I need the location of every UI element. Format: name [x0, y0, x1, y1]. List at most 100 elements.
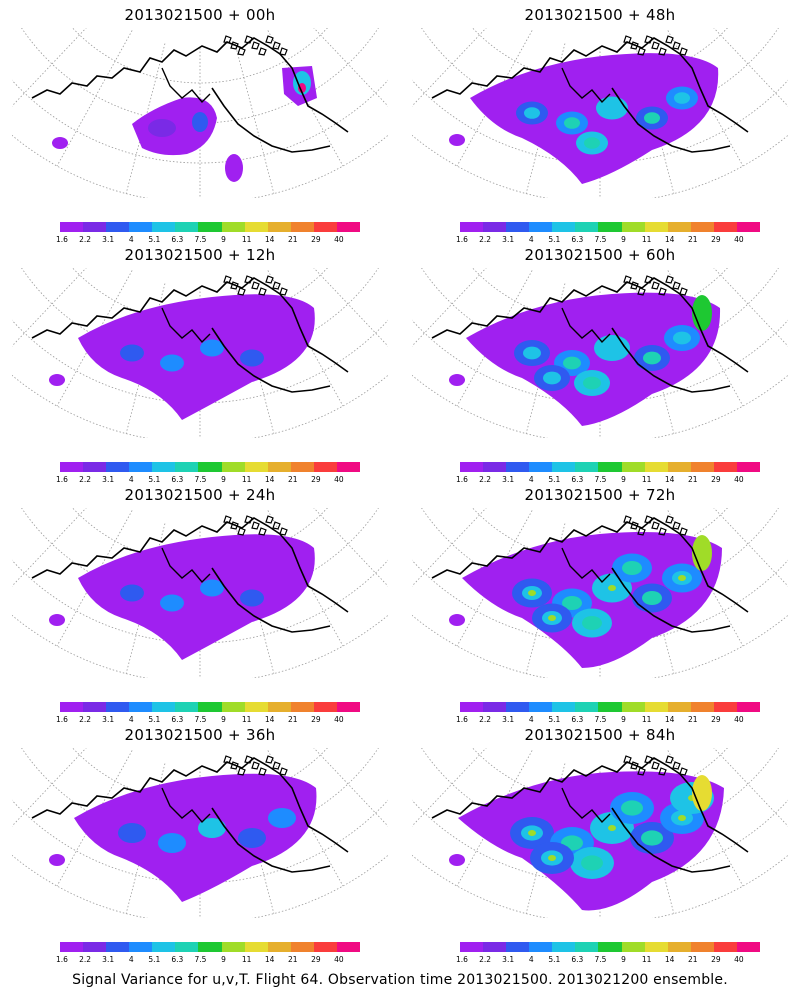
colorbar-tick-label: 9	[221, 475, 226, 484]
colorbar-tick-label: 40	[334, 955, 344, 964]
colorbar-tick-label: 5.1	[148, 475, 161, 484]
colorbar-tick-label: 7.5	[194, 475, 207, 484]
colorbar-cell	[575, 702, 599, 712]
colorbar-tick-label: 14	[664, 475, 675, 484]
colorbar-cell	[460, 942, 484, 952]
colorbar-cell	[644, 942, 668, 952]
colorbar-cell	[175, 462, 199, 472]
colorbar-tick-label: 9	[621, 955, 626, 964]
colorbar-tick-label: 29	[311, 955, 321, 964]
colorbar-cell	[713, 942, 737, 952]
colorbar-tick-label: 9	[621, 715, 626, 724]
colorbar-cell	[106, 942, 130, 952]
map-panel-p12: 2013021500 + 12h 1.6 2.2 3.1 4 5.1 6.3 7.5 9 11 14…	[0, 240, 400, 484]
colorbar-tick-label: 6.3	[171, 715, 184, 724]
colorbar-cell	[483, 702, 507, 712]
colorbar-tick-label: 3.1	[102, 475, 115, 484]
colorbar	[460, 702, 761, 712]
colorbar-cell	[667, 462, 691, 472]
colorbar-tick-label: 3.1	[502, 715, 515, 724]
colorbar-cell	[336, 462, 361, 472]
colorbar-cell	[244, 462, 268, 472]
forecast-map	[412, 748, 788, 918]
map-panel-p36: 2013021500 + 36h 1.6 2.2 3.1 4 5.1 6.3 7.5 9 11 14…	[0, 720, 400, 964]
colorbar-cell	[175, 702, 199, 712]
colorbar-tick-label: 9	[621, 475, 626, 484]
colorbar-tick-label: 21	[287, 715, 298, 724]
colorbar-ticks: 1.6 2.2 3.1 4 5.1 6.3 7.5 9 11 14 21 29 40	[56, 715, 360, 725]
colorbar-tick-label: 29	[711, 475, 721, 484]
colorbar-tick-label: 3.1	[102, 955, 115, 964]
colorbar-ticks: 1.6 2.2 3.1 4 5.1 6.3 7.5 9 11 14 21 29 40	[56, 475, 360, 485]
colorbar-tick-label: 2.2	[79, 235, 92, 244]
variance-field	[49, 534, 315, 660]
colorbar-cell	[129, 222, 153, 232]
colorbar-tick-label: 6.3	[571, 475, 584, 484]
colorbar-tick-label: 29	[311, 475, 321, 484]
variance-field	[49, 773, 317, 902]
colorbar-tick-label: 21	[287, 475, 298, 484]
colorbar-cell	[313, 942, 337, 952]
colorbar-ticks: 1.6 2.2 3.1 4 5.1 6.3 7.5 9 11 14 21 29 40	[456, 715, 760, 725]
colorbar-tick-label: 6.3	[571, 235, 584, 244]
colorbar-tick-label: 40	[334, 475, 344, 484]
colorbar	[60, 462, 361, 472]
colorbar-cell	[336, 222, 361, 232]
variance-field	[449, 53, 719, 185]
colorbar-tick-label: 40	[734, 475, 744, 484]
colorbar-tick-label: 9	[221, 955, 226, 964]
colorbar-tick-label: 29	[711, 715, 721, 724]
colorbar-tick-label: 1.6	[56, 715, 68, 724]
panel-title: 2013021500 + 00h	[124, 6, 276, 24]
colorbar-tick-label: 7.5	[594, 715, 607, 724]
colorbar-cell	[221, 462, 245, 472]
colorbar-tick-label: 2.2	[79, 955, 92, 964]
colorbar-tick-label: 14	[664, 715, 675, 724]
colorbar-cell	[529, 462, 553, 472]
colorbar-tick-label: 5.1	[148, 955, 161, 964]
colorbar-tick-label: 7.5	[194, 235, 207, 244]
colorbar-tick-label: 7.5	[594, 955, 607, 964]
colorbar-ticks: 1.6 2.2 3.1 4 5.1 6.3 7.5 9 11 14 21 29 40	[56, 955, 360, 965]
colorbar-cell	[244, 702, 268, 712]
colorbar	[60, 702, 361, 712]
colorbar-cell	[552, 462, 576, 472]
colorbar-ticks: 1.6 2.2 3.1 4 5.1 6.3 7.5 9 11 14 21 29 40	[456, 475, 760, 485]
colorbar-cell	[198, 222, 222, 232]
colorbar-tick-label: 6.3	[571, 955, 584, 964]
colorbar-tick-label: 2.2	[479, 715, 492, 724]
colorbar-ticks: 1.6 2.2 3.1 4 5.1 6.3 7.5 9 11 14 21 29 40	[456, 235, 760, 245]
colorbar-cell	[598, 702, 622, 712]
colorbar-tick-label: 2.2	[79, 475, 92, 484]
colorbar-cell	[460, 702, 484, 712]
colorbar-cell	[152, 462, 176, 472]
colorbar-cell	[483, 462, 507, 472]
colorbar-cell	[129, 462, 153, 472]
colorbar-cell	[736, 942, 761, 952]
colorbar-tick-label: 11	[641, 715, 652, 724]
forecast-map	[412, 508, 788, 678]
colorbar-tick-label: 14	[664, 955, 675, 964]
colorbar-tick-label: 2.2	[479, 475, 492, 484]
colorbar	[60, 222, 361, 232]
colorbar-tick-label: 6.3	[171, 475, 184, 484]
colorbar-tick-label: 3.1	[102, 715, 115, 724]
colorbar-cell	[244, 942, 268, 952]
colorbar-cell	[598, 942, 622, 952]
colorbar-tick-label: 4	[528, 955, 534, 964]
colorbar-cell	[575, 462, 599, 472]
colorbar-cell	[621, 702, 645, 712]
panel-title: 2013021500 + 48h	[524, 6, 676, 24]
colorbar-cell	[106, 702, 130, 712]
colorbar-tick-label: 3.1	[502, 955, 515, 964]
colorbar-cell	[667, 702, 691, 712]
colorbar-tick-label: 4	[128, 235, 134, 244]
colorbar	[460, 222, 761, 232]
variance-field	[449, 771, 724, 911]
colorbar-cell	[690, 222, 714, 232]
colorbar-tick-label: 14	[664, 235, 675, 244]
colorbar-cell	[290, 222, 314, 232]
colorbar-tick-label: 3.1	[502, 475, 515, 484]
colorbar-tick-label: 11	[241, 715, 252, 724]
colorbar-cell	[483, 222, 507, 232]
